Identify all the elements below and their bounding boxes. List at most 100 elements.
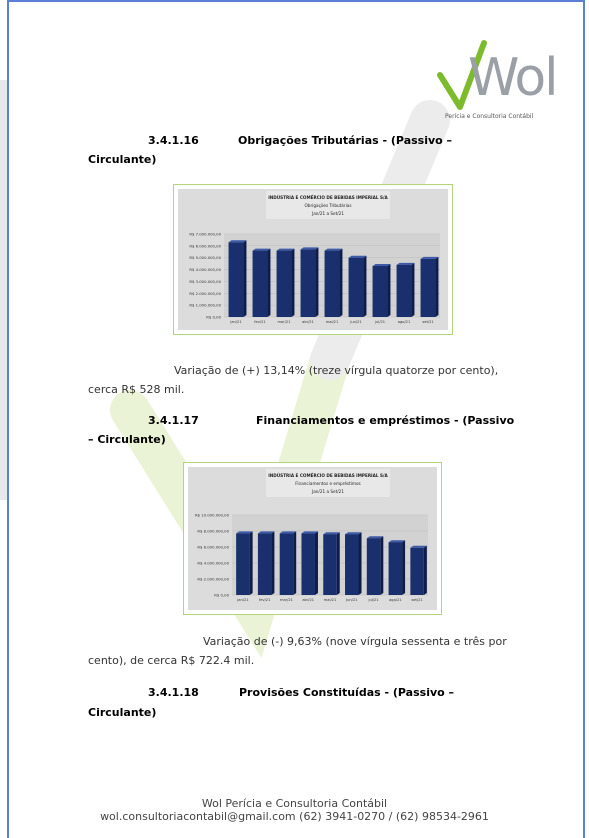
bar-side bbox=[435, 256, 439, 317]
x-tick-label: mar/21 bbox=[278, 320, 291, 324]
bar-side bbox=[249, 531, 253, 595]
section-title: Financiamentos e empréstimos - (Passivo bbox=[256, 414, 515, 427]
logo-wordmark: Wol bbox=[468, 48, 559, 108]
y-tick-label: R$ 0,00 bbox=[206, 315, 221, 320]
bar-side bbox=[363, 255, 367, 317]
chart-obrigacoes-svg: INDÚSTRIA E COMÉRCIO DE BEBIDAS IMPERIAL… bbox=[189, 191, 440, 324]
bar bbox=[388, 542, 403, 595]
x-tick-label: ago/21 bbox=[398, 320, 410, 324]
bar bbox=[252, 250, 268, 317]
y-tick-label: R$ 5.000.000,00 bbox=[189, 255, 221, 260]
bar bbox=[301, 533, 315, 595]
bar bbox=[300, 249, 316, 317]
section-number: 3.4.1.16 bbox=[148, 134, 199, 147]
y-tick-label: R$ 3.000.000,00 bbox=[189, 279, 221, 284]
page-border-right bbox=[583, 0, 585, 838]
y-tick-label: R$ 2.000.000,00 bbox=[189, 291, 221, 296]
chart-financiamentos-svg: INDÚSTRIA E COMÉRCIO DE BEBIDAS IMPERIAL… bbox=[195, 469, 428, 602]
chart-title-box bbox=[266, 469, 390, 497]
section-title-cont: Circulante) bbox=[88, 706, 157, 719]
chart-obrigacoes: INDÚSTRIA E COMÉRCIO DE BEBIDAS IMPERIAL… bbox=[173, 184, 453, 335]
section-title-cont: – Circulante) bbox=[88, 433, 166, 446]
y-tick-label: R$ 2.000.000,00 bbox=[197, 577, 229, 582]
bar bbox=[276, 250, 292, 317]
y-tick-label: R$ 4.000.000,00 bbox=[197, 561, 229, 566]
section-title: Provisões Constituídas - (Passivo – bbox=[239, 686, 455, 699]
section-title: Obrigações Tributárias - (Passivo – bbox=[238, 134, 453, 147]
bar-side bbox=[387, 264, 391, 317]
bar bbox=[410, 547, 424, 595]
bar-top bbox=[348, 255, 367, 258]
bar bbox=[396, 264, 412, 317]
bar bbox=[279, 533, 294, 595]
note-line: Variação de (+) 13,14% (treze vírgula qu… bbox=[174, 364, 499, 377]
bar bbox=[345, 534, 359, 595]
x-tick-label: abr/21 bbox=[302, 598, 314, 602]
x-tick-label: ago/21 bbox=[389, 598, 401, 602]
bar-side bbox=[314, 531, 318, 595]
bar-top bbox=[420, 256, 439, 259]
x-tick-label: abr/21 bbox=[302, 320, 314, 324]
bar-top bbox=[257, 531, 275, 534]
x-tick-label: fev/21 bbox=[259, 598, 270, 602]
bar-top bbox=[252, 248, 271, 251]
bar-top bbox=[300, 247, 319, 250]
bar-top bbox=[396, 262, 415, 265]
section-title-cont: Circulante) bbox=[88, 153, 157, 166]
footer-company: Wol Perícia e Consultoria Contábil bbox=[201, 797, 388, 810]
bar bbox=[420, 258, 436, 317]
bar bbox=[228, 242, 244, 317]
x-tick-label: jun/21 bbox=[345, 598, 357, 602]
bar-side bbox=[336, 532, 340, 595]
bar-side bbox=[243, 240, 247, 317]
chart-period: Jan/21 a Set/21 bbox=[311, 211, 344, 216]
y-tick-label: R$ 10.000.000,00 bbox=[195, 513, 230, 518]
x-tick-label: mai/21 bbox=[324, 598, 337, 602]
bar-top bbox=[324, 248, 343, 251]
bar-side bbox=[315, 247, 319, 317]
section-number: 3.4.1.18 bbox=[148, 686, 199, 699]
y-tick-label: R$ 4.000.000,00 bbox=[189, 267, 221, 272]
x-tick-label: jul/21 bbox=[368, 598, 379, 602]
x-tick-label: fev/21 bbox=[254, 320, 265, 324]
bar bbox=[348, 257, 364, 317]
bar-side bbox=[267, 248, 271, 317]
y-tick-label: R$ 8.000.000,00 bbox=[197, 529, 229, 534]
bar-side bbox=[411, 262, 415, 317]
chart-subtitle: Obrigações Tributárias bbox=[305, 203, 352, 208]
bar-top bbox=[410, 545, 427, 548]
bar-side bbox=[358, 532, 362, 595]
bar bbox=[257, 533, 272, 595]
section-heading: 3.4.1.18 Provisões Constituídas - (Passi… bbox=[148, 686, 539, 699]
chart-plot-bg: INDÚSTRIA E COMÉRCIO DE BEBIDAS IMPERIAL… bbox=[188, 467, 437, 610]
bar-side bbox=[339, 248, 343, 317]
bar-side bbox=[291, 248, 295, 317]
bar-top bbox=[366, 536, 384, 539]
chart-plot-bg: INDÚSTRIA E COMÉRCIO DE BEBIDAS IMPERIAL… bbox=[178, 189, 448, 330]
side-decoration bbox=[0, 80, 7, 500]
page-border-top bbox=[8, 0, 583, 2]
chart-title: INDÚSTRIA E COMÉRCIO DE BEBIDAS IMPERIAL… bbox=[268, 473, 388, 478]
bar bbox=[366, 538, 381, 595]
x-tick-label: jan/21 bbox=[236, 598, 248, 602]
x-tick-label: jul/21 bbox=[374, 320, 385, 324]
bar-top bbox=[372, 264, 391, 267]
bar bbox=[236, 533, 250, 595]
y-tick-label: R$ 0,00 bbox=[214, 593, 229, 598]
bar-side bbox=[380, 536, 384, 595]
bar-top bbox=[276, 248, 295, 251]
y-tick-label: R$ 6.000.000,00 bbox=[197, 545, 229, 550]
chart-title: INDÚSTRIA E COMÉRCIO DE BEBIDAS IMPERIAL… bbox=[268, 195, 388, 200]
bar bbox=[323, 534, 337, 595]
chart-title-box bbox=[266, 191, 390, 219]
section-heading: 3.4.1.17 Financiamentos e empréstimos - … bbox=[148, 414, 539, 427]
y-tick-label: R$ 6.000.000,00 bbox=[189, 243, 221, 248]
bar-side bbox=[402, 540, 406, 595]
section-heading: 3.4.1.16 Obrigações Tributárias - (Passi… bbox=[148, 134, 539, 147]
chart-financiamentos: INDÚSTRIA E COMÉRCIO DE BEBIDAS IMPERIAL… bbox=[183, 462, 442, 615]
section-number: 3.4.1.17 bbox=[148, 414, 199, 427]
bar-top bbox=[345, 532, 362, 535]
bar-top bbox=[323, 532, 340, 535]
x-tick-label: jun/21 bbox=[349, 320, 361, 324]
